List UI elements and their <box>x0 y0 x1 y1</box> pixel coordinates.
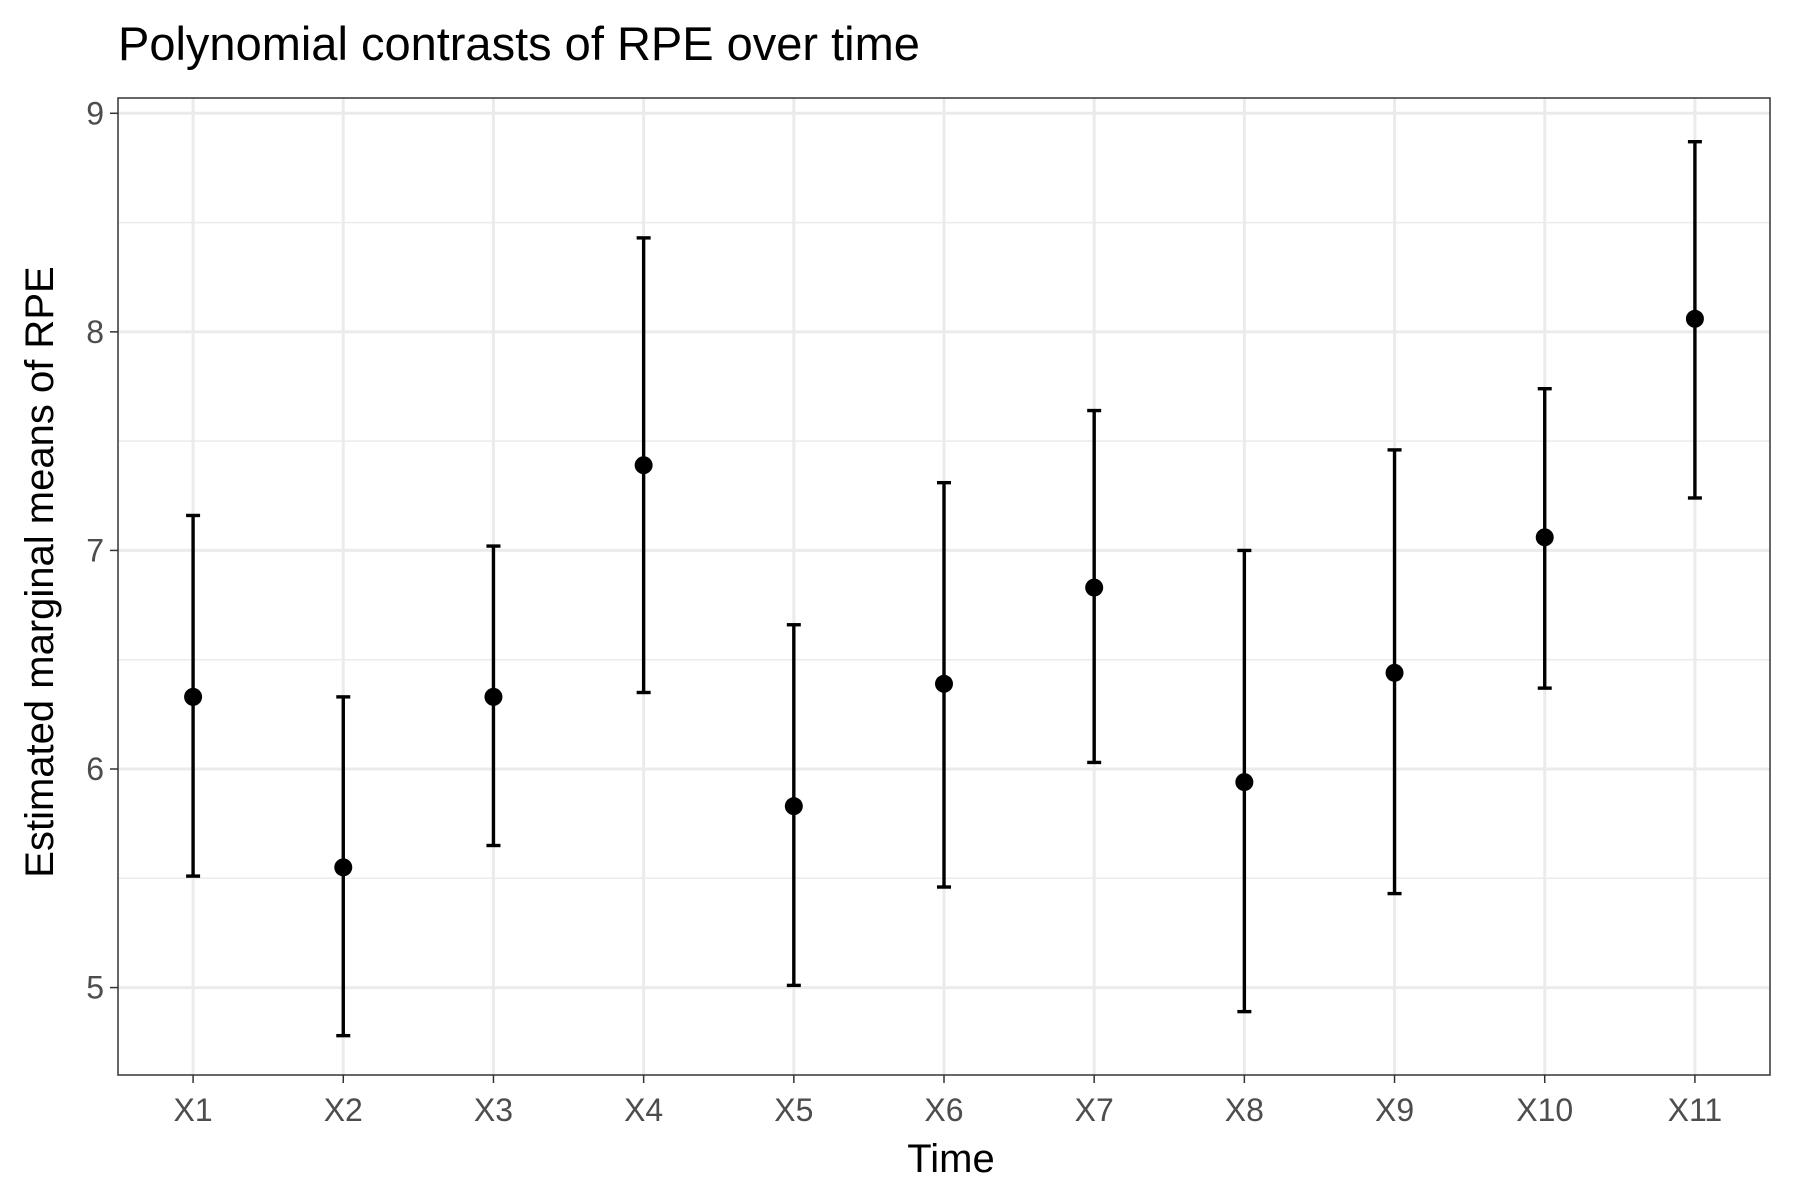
x-tick-label: X6 <box>924 1092 963 1128</box>
x-tick-label: X7 <box>1075 1092 1114 1128</box>
x-tick-label: X9 <box>1375 1092 1414 1128</box>
x-axis: X1 X2 X3 X4 X5 X6 X7 X8 X9 X10 X11 <box>174 1075 1723 1128</box>
x-tick-label: X11 <box>1668 1092 1723 1128</box>
data-point <box>184 687 203 706</box>
data-point <box>1385 663 1404 682</box>
data-point <box>334 858 353 877</box>
x-tick-label: X1 <box>174 1092 213 1128</box>
x-tick-label: X8 <box>1225 1092 1264 1128</box>
y-axis: 5 6 7 8 9 <box>86 95 118 1006</box>
data-point <box>1685 309 1704 328</box>
data-point <box>634 456 653 475</box>
x-tick-label: X2 <box>324 1092 363 1128</box>
x-tick-label: X3 <box>474 1092 513 1128</box>
y-tick-label: 5 <box>86 970 104 1006</box>
data-point <box>1235 773 1254 792</box>
x-tick-label: X4 <box>624 1092 663 1128</box>
data-point <box>784 797 803 816</box>
y-tick-label: 6 <box>86 751 104 787</box>
y-tick-label: 8 <box>86 314 104 350</box>
y-tick-label: 7 <box>86 532 104 568</box>
data-point <box>1085 578 1104 597</box>
y-tick-label: 9 <box>86 95 104 131</box>
chart-title: Polynomial contrasts of RPE over time <box>118 17 920 70</box>
data-point <box>935 674 953 693</box>
y-axis-title: Estimated marginal means of RPE <box>18 266 62 877</box>
data-point <box>1535 528 1554 547</box>
points <box>184 309 1704 877</box>
x-tick-label: X5 <box>774 1092 813 1128</box>
data-point <box>484 687 503 706</box>
x-tick-label: X10 <box>1516 1092 1573 1128</box>
x-axis-title: Time <box>907 1137 994 1181</box>
